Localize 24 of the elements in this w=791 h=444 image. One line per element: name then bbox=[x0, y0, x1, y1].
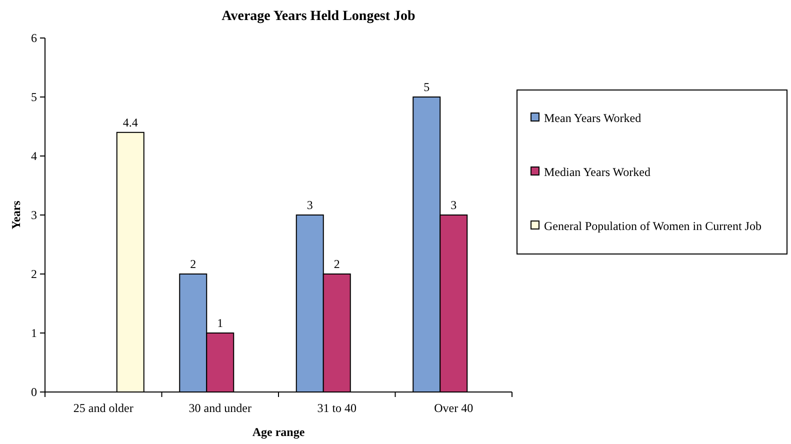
x-tick-label: Over 40 bbox=[434, 401, 474, 415]
legend-label: Mean Years Worked bbox=[544, 111, 642, 125]
y-tick-label: 5 bbox=[31, 90, 37, 104]
data-label: 3 bbox=[450, 198, 457, 212]
x-axis-title: Age range bbox=[252, 425, 306, 439]
chart-title: Average Years Held Longest Job bbox=[222, 9, 416, 24]
data-label: 3 bbox=[306, 198, 313, 212]
y-tick-label: 4 bbox=[31, 149, 37, 163]
y-tick-label: 0 bbox=[31, 385, 37, 399]
legend-label: General Population of Women in Current Job bbox=[544, 219, 762, 233]
y-tick-label: 1 bbox=[31, 326, 37, 340]
data-label: 5 bbox=[424, 80, 430, 94]
data-label: 2 bbox=[190, 257, 196, 271]
legend-label: Median Years Worked bbox=[544, 165, 650, 179]
y-tick-label: 3 bbox=[31, 208, 37, 222]
data-label: 4.4 bbox=[122, 115, 138, 130]
data-label: 1 bbox=[217, 316, 224, 330]
y-axis-title: Years bbox=[9, 200, 23, 230]
x-tick-label: 30 and under bbox=[188, 401, 252, 415]
data-label: 2 bbox=[334, 257, 340, 271]
x-tick-label: 31 to 40 bbox=[317, 401, 357, 415]
y-tick-label: 2 bbox=[31, 267, 37, 281]
x-tick-label: 25 and older bbox=[73, 401, 134, 415]
y-tick-label: 6 bbox=[31, 31, 37, 45]
